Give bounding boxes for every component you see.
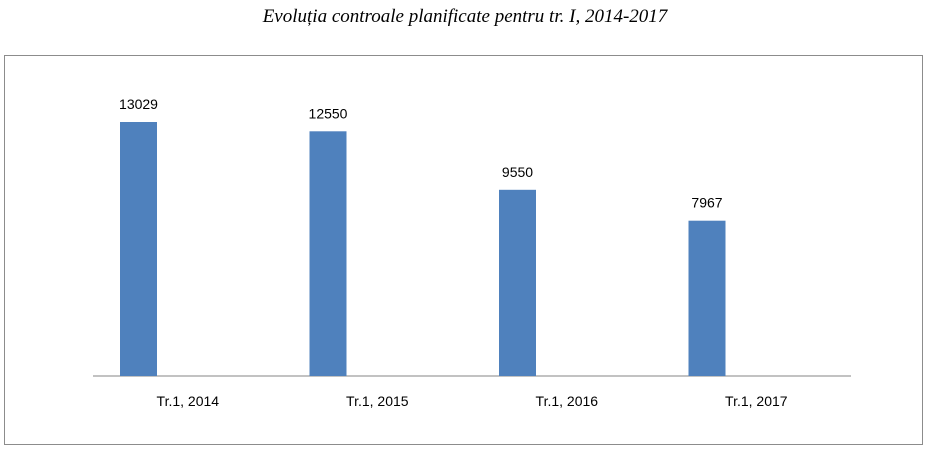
bar-tr1-2015[interactable]: [309, 131, 347, 376]
data-label-tr1-2015: 12550: [309, 105, 348, 121]
x-tick-label-tr1-2016: Tr.1, 2016: [536, 393, 599, 409]
data-label-tr1-2016: 9550: [502, 164, 533, 180]
x-tick-label-tr1-2015: Tr.1, 2015: [346, 393, 409, 409]
data-label-tr1-2014: 13029: [119, 96, 158, 112]
x-tick-label-tr1-2014: Tr.1, 2014: [157, 393, 220, 409]
bar-tr1-2017[interactable]: [688, 220, 726, 376]
data-label-tr1-2017: 7967: [691, 195, 722, 211]
x-tick-label-tr1-2017: Tr.1, 2017: [725, 393, 788, 409]
chart-area: [4, 55, 923, 445]
bar-tr1-2016[interactable]: [499, 189, 536, 376]
bar-tr1-2014[interactable]: [120, 122, 157, 376]
chart-title: Evoluția controale planificate pentru tr…: [262, 6, 668, 27]
